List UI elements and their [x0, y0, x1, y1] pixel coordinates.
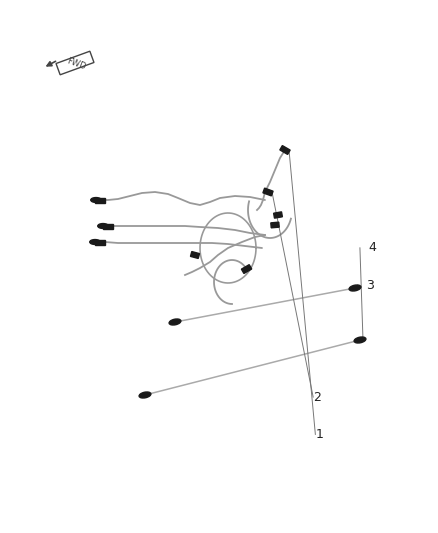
Bar: [95, 239, 105, 245]
Bar: [280, 146, 290, 155]
Bar: [56, 51, 94, 75]
Ellipse shape: [349, 285, 361, 291]
Bar: [274, 212, 283, 218]
Ellipse shape: [98, 223, 108, 229]
Bar: [263, 188, 273, 196]
Ellipse shape: [91, 198, 101, 203]
Text: 2: 2: [313, 391, 321, 403]
Text: 4: 4: [368, 241, 376, 254]
Text: 1: 1: [315, 428, 323, 441]
Ellipse shape: [139, 392, 151, 398]
Bar: [271, 222, 279, 228]
Ellipse shape: [354, 337, 366, 343]
Bar: [241, 265, 252, 273]
Text: FWD: FWD: [65, 56, 87, 71]
Ellipse shape: [169, 319, 181, 325]
Text: 3: 3: [366, 279, 374, 292]
Bar: [95, 198, 105, 203]
Ellipse shape: [90, 239, 100, 245]
Bar: [103, 223, 113, 229]
Bar: [191, 252, 200, 259]
